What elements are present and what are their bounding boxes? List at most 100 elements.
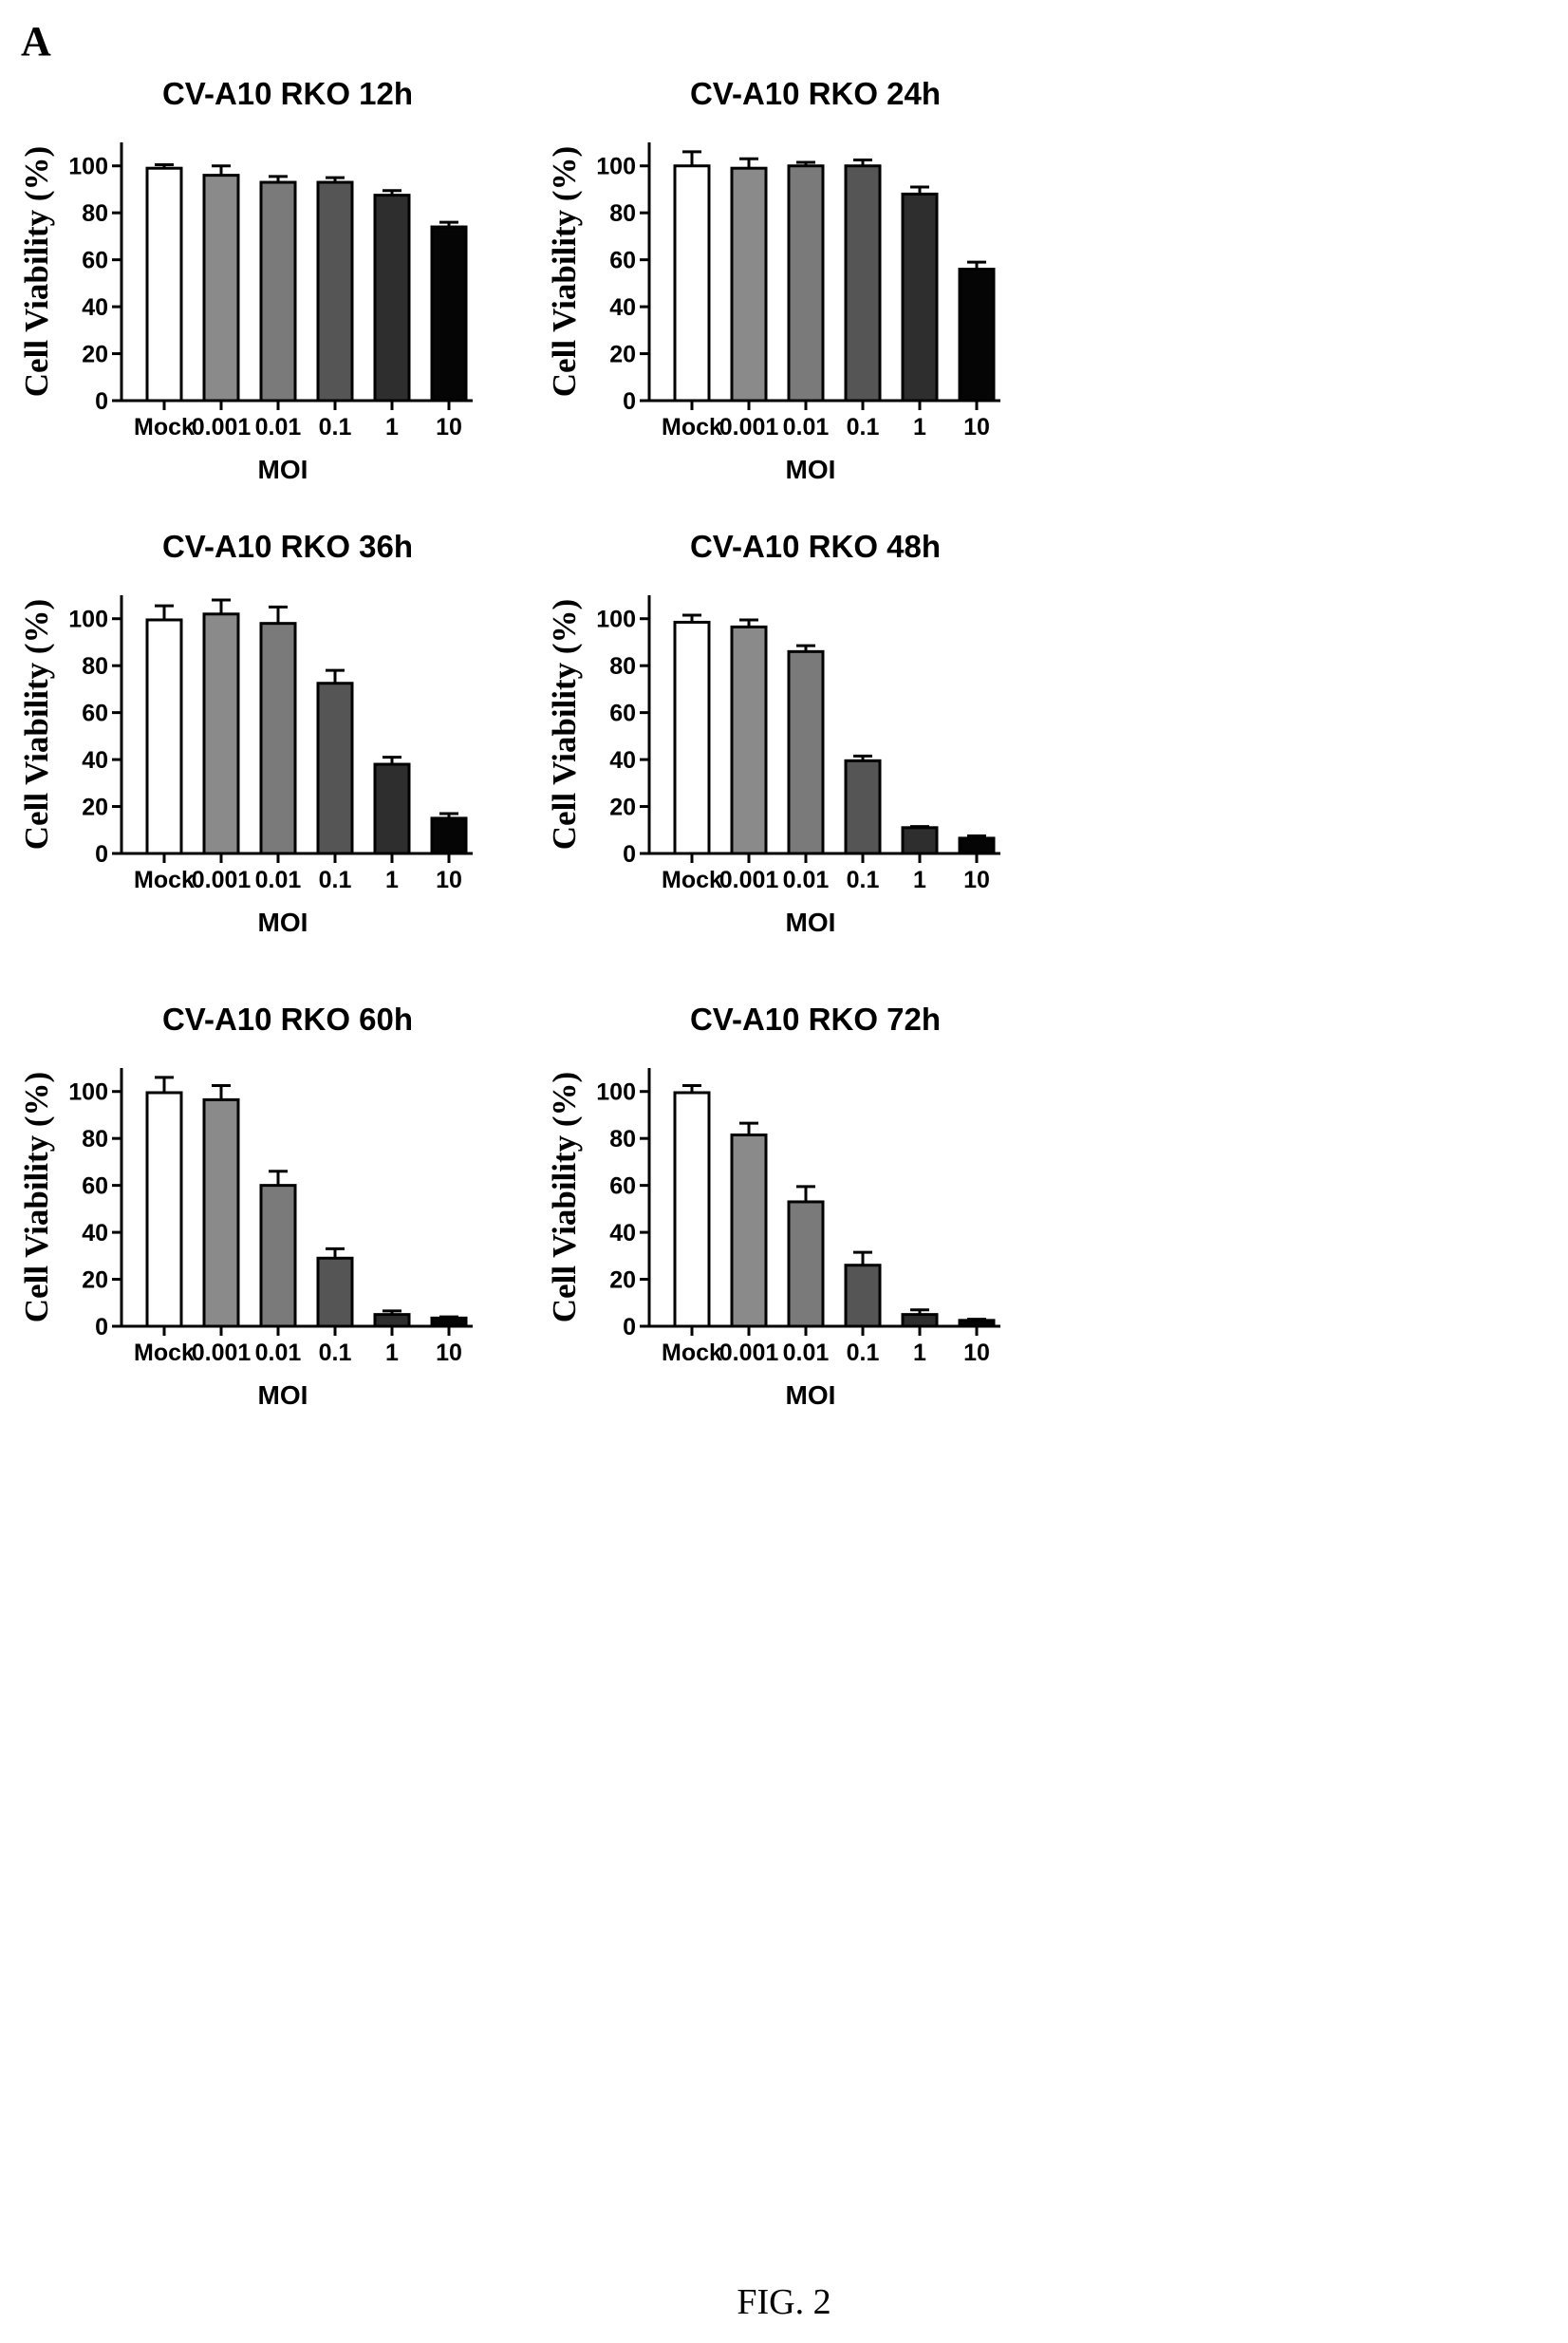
chart-1: CV-A10 RKO 12h 0 20 40 60 80 100 Cell Viability… [18, 76, 473, 484]
x-tick-label: 0.001 [192, 867, 252, 893]
x-axis-label: MOI [786, 908, 836, 937]
y-tick-label: 100 [68, 607, 108, 633]
y-tick-label: 40 [609, 747, 636, 774]
bar-4 [316, 1256, 354, 1328]
chart-title: CV-A10 RKO 12h [162, 76, 413, 111]
x-tick-label: 1 [913, 414, 926, 440]
bar-5 [373, 1313, 411, 1328]
x-tick-label: 1 [385, 867, 399, 893]
bar-6 [958, 836, 996, 855]
bar-2 [202, 174, 240, 403]
x-tick-label: 10 [963, 867, 990, 893]
y-tick-label: 80 [82, 653, 108, 680]
bar-5 [373, 762, 411, 855]
bar-5 [901, 826, 939, 855]
y-tick-label: 0 [623, 388, 636, 415]
bar-3 [787, 1200, 825, 1328]
y-tick-label: 60 [82, 248, 108, 274]
x-tick-label: 0.01 [255, 414, 302, 440]
y-tick-label: 20 [609, 342, 636, 368]
x-tick-label: 0.01 [255, 1340, 302, 1366]
y-tick-label: 100 [596, 1079, 636, 1106]
x-tick-label: 0.001 [719, 867, 779, 893]
bar-6 [958, 268, 996, 403]
bar-3 [259, 180, 297, 403]
y-tick-label: 60 [609, 701, 636, 727]
chart-4: CV-A10 RKO 48h 0 20 40 60 80 100 Cell Viability… [546, 529, 1000, 937]
x-tick-label: 0.001 [192, 414, 252, 440]
x-axis-label: MOI [258, 908, 308, 937]
y-tick-label: 80 [609, 1126, 636, 1153]
x-tick-label: 10 [963, 414, 990, 440]
y-tick-label: 0 [95, 388, 108, 415]
y-tick-label: 0 [623, 1314, 636, 1340]
x-tick-label: 10 [436, 1340, 462, 1366]
y-tick-label: 60 [82, 701, 108, 727]
x-tick-label: 10 [436, 414, 462, 440]
x-tick-label: Mock [662, 1340, 722, 1366]
y-tick-label: 20 [609, 795, 636, 821]
x-tick-label: 0.01 [255, 867, 302, 893]
x-tick-label: 0.1 [319, 414, 352, 440]
x-tick-label: 1 [913, 1340, 926, 1366]
bar-4 [844, 164, 882, 403]
bar-6 [430, 816, 468, 855]
y-tick-label: 100 [596, 154, 636, 180]
y-tick-label: 80 [609, 653, 636, 680]
y-tick-label: 80 [82, 1126, 108, 1153]
bar-6 [430, 1316, 468, 1328]
x-tick-label: 10 [963, 1340, 990, 1366]
x-tick-label: 0.1 [847, 1340, 880, 1366]
y-axis-label: Cell Viability (%) [546, 146, 583, 397]
y-tick-label: 80 [609, 200, 636, 227]
bar-2 [202, 612, 240, 855]
y-tick-label: 0 [623, 841, 636, 868]
x-tick-label: Mock [662, 867, 722, 893]
x-tick-label: 0.001 [719, 1340, 779, 1366]
bar-1 [673, 1091, 711, 1328]
x-tick-label: 1 [385, 414, 399, 440]
x-tick-label: 0.01 [783, 1340, 830, 1366]
chart-3: CV-A10 RKO 36h 0 20 40 60 80 100 Cell Viability… [18, 529, 473, 937]
x-axis-label: MOI [258, 1380, 308, 1410]
x-tick-label: 0.1 [847, 414, 880, 440]
x-tick-label: 0.001 [719, 414, 779, 440]
bar-2 [202, 1097, 240, 1328]
x-tick-label: Mock [662, 414, 722, 440]
y-tick-label: 20 [82, 342, 108, 368]
x-tick-label: 0.01 [783, 414, 830, 440]
bar-3 [787, 164, 825, 403]
bar-1 [145, 1091, 183, 1328]
bar-2 [730, 1133, 768, 1328]
x-tick-label: 10 [436, 867, 462, 893]
bar-5 [901, 192, 939, 403]
bar-5 [901, 1313, 939, 1328]
y-tick-label: 40 [609, 1220, 636, 1246]
x-tick-label: 0.1 [847, 867, 880, 893]
x-axis-label: MOI [786, 1380, 836, 1410]
bar-4 [844, 1264, 882, 1328]
chart-6: CV-A10 RKO 72h 0 20 40 60 80 100 Cell Viability… [546, 1002, 1000, 1410]
chart-2: CV-A10 RKO 24h 0 20 40 60 80 100 Cell Viability… [546, 76, 1000, 484]
bar-3 [787, 649, 825, 855]
x-axis-label: MOI [258, 455, 308, 484]
x-tick-label: Mock [134, 414, 195, 440]
y-tick-label: 0 [95, 1314, 108, 1340]
y-tick-label: 60 [609, 1173, 636, 1200]
bar-6 [958, 1319, 996, 1328]
bar-2 [730, 166, 768, 403]
y-tick-label: 40 [82, 747, 108, 774]
x-tick-label: Mock [134, 1340, 195, 1366]
y-tick-label: 40 [82, 294, 108, 321]
y-tick-label: 100 [68, 1079, 108, 1106]
x-axis-label: MOI [786, 455, 836, 484]
bar-1 [673, 164, 711, 403]
y-tick-label: 40 [82, 1220, 108, 1246]
bar-1 [145, 166, 183, 403]
chart-5: CV-A10 RKO 60h 0 20 40 60 80 100 Cell Viability… [18, 1002, 473, 1410]
bar-5 [373, 194, 411, 403]
y-tick-label: 20 [82, 1267, 108, 1294]
bar-3 [259, 622, 297, 855]
y-tick-label: 20 [609, 1267, 636, 1294]
